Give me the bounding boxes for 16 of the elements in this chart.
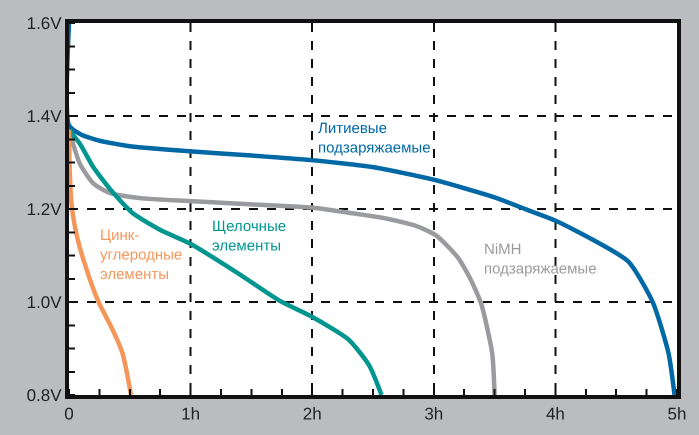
series-label: NiMH подзаряжаемые (484, 241, 597, 278)
y-tick-label: 0.8V (26, 386, 62, 405)
y-tick-label: 1.2V (26, 200, 62, 219)
x-tick-label: 5h (668, 404, 686, 424)
y-tick-label: 1.6V (26, 14, 62, 33)
series-label: Литиевые подзаряжаемые (318, 120, 431, 156)
x-tick-label: 1h (181, 404, 200, 424)
series-label: Щелочные элементы (212, 218, 286, 254)
x-tick-label: 4h (546, 404, 565, 424)
x-tick-label: 3h (424, 404, 444, 424)
y-tick-label: 1.4V (26, 106, 62, 126)
x-tick-label: 2h (302, 404, 322, 424)
line-series (69, 23, 677, 395)
y-tick-label: 1.0V (26, 292, 62, 312)
series-label: Цинк- углеродные элементы (100, 227, 182, 283)
x-tick-label: 0 (64, 404, 74, 424)
